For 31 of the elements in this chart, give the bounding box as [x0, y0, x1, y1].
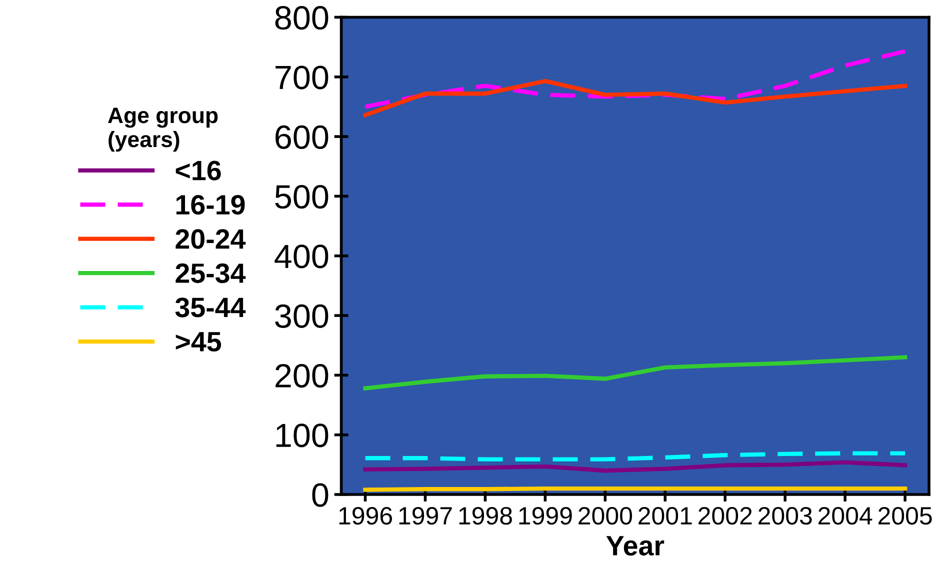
y-tick-label: 500: [275, 185, 328, 209]
x-axis-title: Year: [606, 536, 664, 556]
y-tick-label: 800: [275, 6, 328, 30]
x-tick-label: 1997: [399, 506, 452, 525]
x-tick-label: 2004: [818, 506, 872, 525]
line-series: [363, 49, 908, 109]
y-tick-label: 400: [274, 244, 328, 268]
y-tick-label: 200: [276, 364, 328, 388]
legend-label: 16-19: [176, 194, 245, 215]
legend-label: 35-44: [175, 298, 246, 318]
y-tick-label: 700: [276, 66, 328, 90]
y-tick-label: 0: [312, 483, 328, 507]
legend-label: >45: [176, 332, 222, 352]
x-tick-label: 1998: [459, 506, 512, 525]
x-tick-label: 2002: [698, 506, 752, 525]
x-tick-label: 2001: [638, 506, 692, 525]
x-tick-label: 2000: [578, 506, 632, 525]
legend-label: 20-24: [176, 229, 246, 249]
x-tick-label: 1996: [339, 506, 392, 525]
x-tick-label: 2003: [758, 506, 812, 525]
line-series: [363, 78, 908, 118]
x-tick-label: 1999: [519, 506, 572, 525]
y-tick-label: 600: [276, 125, 328, 149]
y-tick-label: 100: [276, 424, 328, 448]
legend-title: Age group (years): [108, 108, 218, 152]
line-series: [363, 355, 908, 390]
legend-label: 25-34: [176, 263, 246, 284]
y-tick-label: 300: [275, 304, 328, 328]
line-series: [363, 460, 908, 473]
legend-label: <16: [176, 160, 221, 180]
x-tick-label: 2005: [878, 506, 932, 525]
